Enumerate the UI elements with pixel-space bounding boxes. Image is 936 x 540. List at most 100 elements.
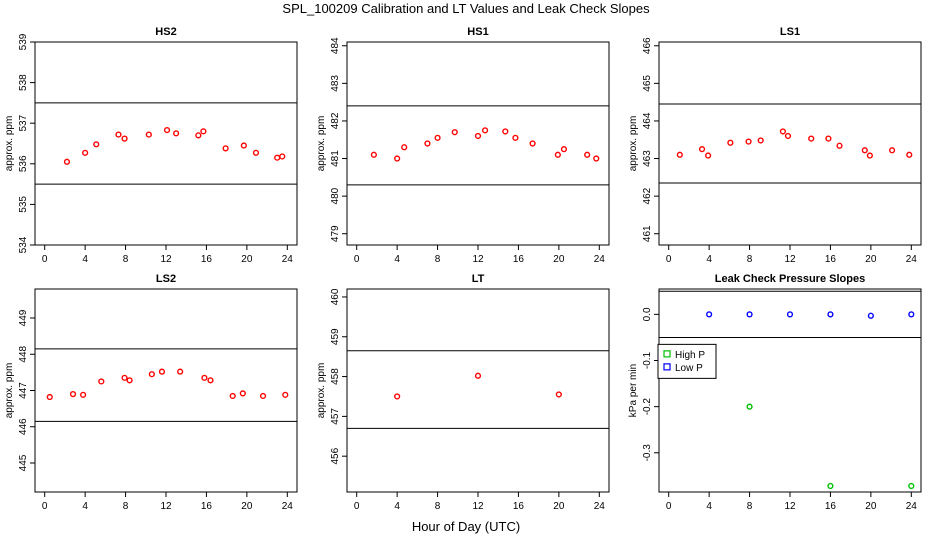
data-point	[69, 391, 77, 398]
x-tick-label: 16	[201, 254, 213, 265]
x-tick-label: 0	[42, 254, 48, 265]
figure-title: SPL_100209 Calibration and LT Values and…	[282, 1, 650, 16]
x-tick-label: 0	[354, 254, 360, 265]
x-tick-label: 0	[42, 501, 48, 512]
y-tick-label: 459	[330, 328, 341, 345]
x-tick-label: 16	[513, 501, 525, 512]
x-tick-label: 8	[123, 501, 129, 512]
data-point	[779, 128, 787, 135]
y-tick-label: 457	[330, 408, 341, 425]
chart-panel: HS2 0 4 8 12 16 20 24 534 535 536 537 538 539 approx. …	[4, 26, 298, 265]
data-point	[451, 129, 458, 136]
data-point	[676, 151, 683, 158]
data-point	[80, 391, 87, 398]
y-tick-label: 481	[330, 150, 341, 167]
x-tick-label: 4	[82, 501, 88, 512]
data-point	[827, 311, 834, 318]
plot-frame	[658, 41, 922, 246]
data-point	[746, 403, 753, 410]
y-tick-label: 446	[18, 418, 29, 435]
y-axis-title: approx. ppm	[316, 116, 327, 172]
data-point	[512, 134, 519, 141]
data-point	[866, 152, 873, 159]
y-tick-label: -0.1	[642, 351, 653, 369]
data-point	[861, 147, 868, 154]
y-tick-label: 445	[18, 454, 29, 471]
data-point	[705, 152, 712, 159]
y-tick-label: -0.3	[642, 444, 653, 462]
panel-title: HS1	[467, 26, 488, 38]
legend-marker	[663, 363, 671, 371]
chart-panel: LT 0 4 8 12 16 20 24 456 457 458 459 460 approx. ppm	[316, 273, 610, 512]
legend-marker	[663, 350, 671, 358]
x-tick-label: 4	[706, 254, 712, 265]
y-tick-label: 536	[18, 155, 29, 172]
y-tick-label: 449	[18, 309, 29, 326]
data-point	[145, 131, 152, 138]
x-tick-label: 20	[865, 254, 877, 265]
x-tick-label: 20	[241, 254, 253, 265]
x-tick-label: 20	[553, 254, 565, 265]
y-tick-label: 479	[330, 225, 341, 242]
data-point	[252, 149, 260, 156]
x-tick-label: 24	[282, 254, 294, 265]
data-point	[158, 368, 166, 375]
plot-frame	[346, 41, 610, 246]
x-tick-label: 4	[394, 254, 400, 265]
y-axis-title: approx. ppm	[316, 363, 327, 419]
data-point	[394, 155, 401, 162]
data-point	[177, 368, 184, 375]
data-point	[906, 151, 913, 158]
x-tick-label: 4	[394, 501, 400, 512]
data-point	[63, 158, 71, 165]
data-point	[808, 135, 815, 142]
data-point	[279, 153, 286, 160]
data-point	[93, 141, 100, 148]
chart-panel: HS1 0 4 8 12 16 20 24 479 480 481 482 483 484 approx. …	[316, 26, 610, 265]
x-tick-label: 24	[282, 501, 294, 512]
data-point	[240, 142, 247, 149]
y-tick-label: 482	[330, 112, 341, 129]
data-point	[259, 392, 267, 400]
data-point	[786, 311, 794, 318]
data-point	[173, 130, 180, 137]
x-tick-label: 20	[241, 501, 253, 512]
data-point	[82, 149, 89, 156]
data-point	[784, 132, 792, 140]
y-tick-label: 539	[18, 33, 29, 50]
y-tick-label: 447	[18, 382, 29, 399]
data-point	[867, 312, 874, 319]
data-point	[908, 311, 915, 318]
data-point	[200, 128, 207, 135]
data-point	[201, 374, 208, 381]
plot-frame	[346, 288, 610, 493]
data-point	[282, 391, 289, 398]
data-point	[474, 372, 482, 379]
data-point	[98, 378, 105, 385]
data-point	[554, 151, 561, 158]
x-tick-label: 12	[472, 501, 484, 512]
data-point	[593, 155, 600, 162]
panel-title: LS2	[156, 273, 176, 285]
x-tick-label: 8	[123, 254, 129, 265]
panel-title: Leak Check Pressure Slopes	[715, 273, 865, 285]
data-point	[121, 374, 128, 381]
y-tick-label: 461	[642, 225, 653, 242]
data-point	[555, 391, 562, 398]
plot-frame	[34, 288, 298, 493]
y-axis-title: approx. ppm	[4, 363, 15, 419]
data-point	[222, 145, 229, 152]
x-tick-label: 0	[354, 501, 360, 512]
x-tick-label: 8	[435, 501, 441, 512]
data-point	[745, 138, 752, 145]
chart-panels: HS2 0 4 8 12 16 20 24 534 535 536 537 538 539 approx. …	[4, 26, 922, 512]
data-point	[560, 146, 568, 153]
x-tick-label: 0	[666, 501, 672, 512]
x-tick-label: 24	[594, 254, 606, 265]
chart-panel: Leak Check Pressure Slopes 0 4 8 12 16 20 24 0.0…	[628, 273, 922, 512]
data-point	[121, 135, 128, 142]
y-tick-label: 484	[330, 37, 341, 54]
y-tick-label: 537	[18, 114, 29, 131]
data-point	[746, 311, 753, 318]
